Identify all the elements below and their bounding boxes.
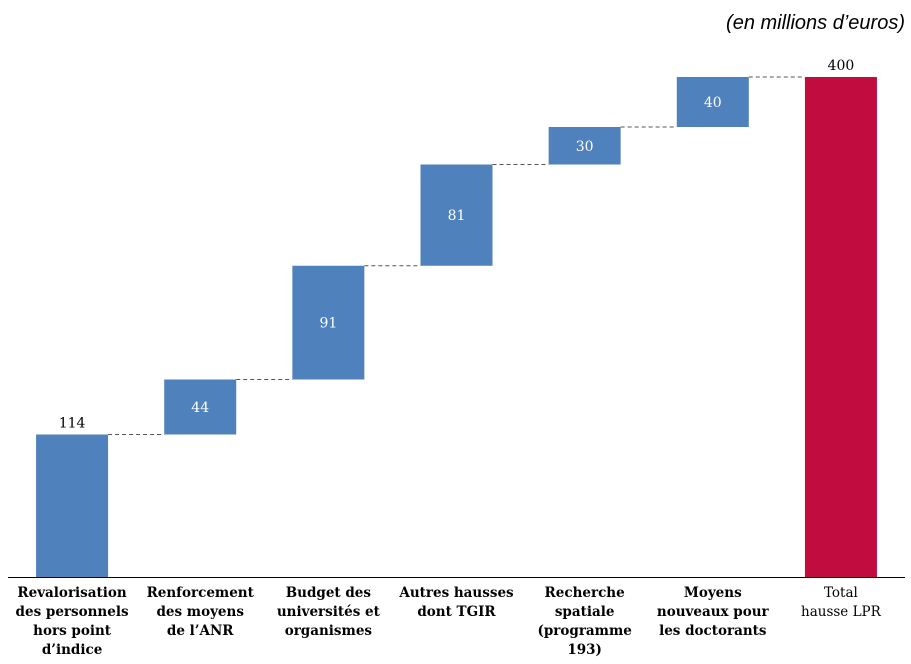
category-label-6: Moyens nouveaux pour les doctorants: [657, 585, 770, 639]
bar-6: [676, 77, 749, 127]
category-label-3: Budget des universités et organismes: [277, 585, 381, 639]
bar-3: [292, 265, 365, 380]
category-label-4: Autres hausses dont TGIR: [398, 585, 514, 620]
category-label-2: Renforcement des moyens de l’ANR: [147, 585, 255, 639]
category-label-7: Total hausse LPR: [801, 585, 882, 620]
category-label-5: Recherche spatiale (programme 193): [537, 585, 631, 658]
value-label-5: 30: [576, 139, 594, 155]
bar-2: [164, 379, 237, 435]
value-label-7: 400: [828, 58, 855, 74]
value-label-2: 44: [191, 400, 209, 416]
bar-4: [420, 164, 493, 266]
category-label-1: Revalorisation des personnels hors point d’…: [16, 585, 129, 658]
bar-7: [804, 77, 877, 577]
value-label-1: 114: [59, 416, 86, 432]
value-label-6: 40: [704, 95, 722, 111]
bar-1: [36, 434, 109, 577]
unit-note: (en millions d’euros): [726, 12, 905, 34]
value-label-3: 91: [319, 316, 337, 332]
value-label-4: 81: [448, 208, 466, 224]
bar-5: [548, 127, 621, 165]
